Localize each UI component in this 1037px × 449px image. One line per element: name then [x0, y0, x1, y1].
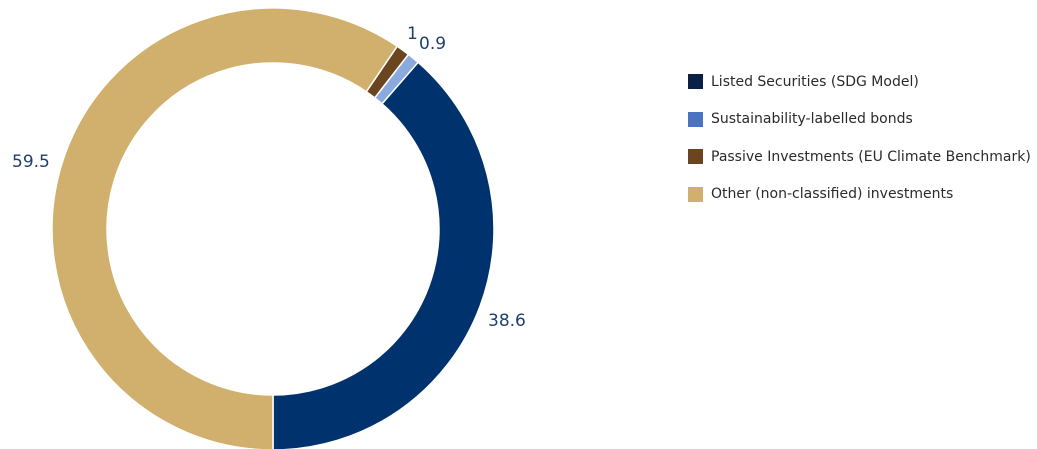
legend-item-sustainability-bonds: Sustainability-labelled bonds [688, 110, 1031, 129]
slice-label-passive-investments: 1 [407, 24, 418, 44]
legend-item-listed-securities: Listed Securities (SDG Model) [688, 72, 1031, 91]
legend-swatch [688, 186, 703, 202]
donut-chart: 38.6 0.9 1 59.5 [12, 7, 526, 449]
slice-listed-securities [272, 61, 495, 449]
legend-swatch [688, 111, 703, 127]
legend: Listed Securities (SDG Model) Sustainabi… [688, 72, 1031, 222]
donut-slices [51, 7, 495, 449]
legend-swatch [688, 74, 703, 89]
slice-label-sustainability-bonds: 0.9 [419, 34, 446, 54]
legend-label: Sustainability-labelled bonds [711, 111, 913, 127]
legend-label: Other (non-classified) investments [711, 186, 954, 202]
slice-label-listed-securities: 38.6 [488, 311, 526, 331]
legend-label: Passive Investments (EU Climate Benchmar… [711, 148, 1031, 165]
legend-item-passive-investments: Passive Investments (EU Climate Benchmar… [688, 147, 1031, 166]
legend-label: Listed Securities (SDG Model) [711, 73, 919, 90]
slice-other-investments [51, 7, 399, 449]
slice-label-other-investments: 59.5 [12, 152, 50, 172]
legend-item-other-investments: Other (non-classified) investments [688, 185, 1031, 204]
legend-swatch [688, 149, 703, 164]
